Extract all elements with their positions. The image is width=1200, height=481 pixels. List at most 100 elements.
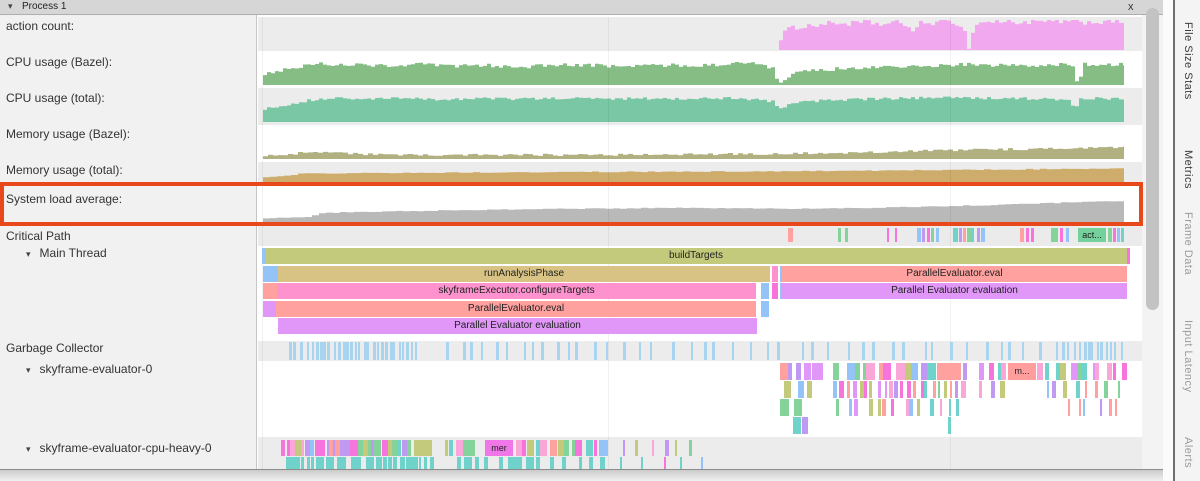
skyframe-evaluator-0-slice[interactable] [847, 363, 857, 380]
skyframe-evaluator-0-slice[interactable] [894, 381, 899, 398]
timeline-canvas[interactable]: act... buildTargets runAnalysisPhase Parall… [258, 15, 1142, 469]
gc-tick[interactable] [402, 342, 405, 360]
critical-path-tick[interactable] [953, 228, 958, 242]
skyframe-evaluator-0-slice[interactable] [1112, 363, 1116, 380]
skyframe-evaluator-0-slice[interactable] [863, 381, 867, 398]
skyframe-cpu-heavy-badge[interactable]: mer [485, 440, 513, 456]
skyframe-cpu-heavy-slice[interactable] [464, 457, 472, 469]
skyframe-cpu-heavy-slice[interactable] [634, 440, 639, 456]
gc-tick[interactable] [861, 342, 865, 360]
flame-slice[interactable] [1127, 248, 1130, 264]
skyframe-evaluator-0-slice[interactable] [954, 381, 958, 398]
skyframe-cpu-heavy-slice[interactable] [514, 457, 522, 469]
flame-bar-parallelevaluator-eval[interactable]: ParallelEvaluator.eval [276, 301, 756, 317]
vertical-scrollbar-thumb[interactable] [1146, 8, 1159, 310]
skyframe-cpu-heavy-slice[interactable] [600, 457, 605, 469]
gc-tick[interactable] [1087, 342, 1091, 360]
gc-tick[interactable] [924, 342, 927, 360]
gc-tick[interactable] [398, 342, 401, 360]
gc-tick[interactable] [623, 342, 627, 360]
gc-tick[interactable] [357, 342, 360, 360]
gc-tick[interactable] [892, 342, 896, 360]
gc-tick[interactable] [1000, 342, 1003, 360]
flame-slice[interactable] [772, 283, 778, 299]
skyframe-cpu-heavy-slice[interactable] [310, 457, 315, 469]
skyframe-evaluator-0-slice[interactable] [1070, 363, 1079, 380]
gc-tick[interactable] [333, 342, 336, 360]
critical-path-tick[interactable] [936, 228, 939, 242]
gc-tick[interactable] [288, 342, 292, 360]
skyframe-evaluator-0-slice[interactable] [878, 399, 881, 416]
skyframe-cpu-heavy-slice[interactable] [378, 457, 383, 469]
skyframe-cpu-heavy-slice[interactable] [498, 457, 503, 469]
gc-tick[interactable] [557, 342, 561, 360]
collapse-arrow-icon[interactable]: ▾ [26, 249, 31, 259]
skyframe-evaluator-0-slice[interactable] [846, 381, 851, 398]
skyframe-evaluator-0-slice[interactable] [937, 363, 943, 380]
skyframe-evaluator-0-slice[interactable] [917, 399, 921, 416]
skyframe-evaluator-0-slice[interactable] [942, 363, 952, 380]
gc-tick[interactable] [732, 342, 735, 360]
skyframe-cpu-heavy-slice[interactable] [387, 440, 396, 456]
gc-tick[interactable] [1067, 342, 1070, 360]
skyframe-cpu-heavy-slice[interactable] [335, 440, 343, 456]
skyframe-evaluator-0-slice[interactable] [920, 363, 929, 380]
gc-tick[interactable] [411, 342, 414, 360]
gc-tick[interactable] [593, 342, 597, 360]
skyframe-evaluator-0-slice[interactable] [878, 363, 885, 380]
collapse-arrow-icon[interactable]: ▾ [26, 444, 31, 454]
gc-tick[interactable] [380, 342, 384, 360]
gc-tick[interactable] [639, 342, 642, 360]
gc-tick[interactable] [930, 342, 933, 360]
gc-tick[interactable] [902, 342, 906, 360]
gc-tick[interactable] [672, 342, 676, 360]
gc-tick[interactable] [1021, 342, 1024, 360]
gc-tick[interactable] [301, 342, 304, 360]
skyframe-cpu-heavy-slice[interactable] [593, 440, 598, 456]
skyframe-cpu-heavy-slice[interactable] [674, 440, 678, 456]
gc-tick[interactable] [463, 342, 467, 360]
skyframe-cpu-heavy-slice[interactable] [400, 457, 405, 469]
skyframe-cpu-heavy-slice[interactable] [456, 457, 461, 469]
gc-tick[interactable] [605, 342, 608, 360]
skyframe-cpu-heavy-slice[interactable] [651, 440, 655, 456]
gc-tick[interactable] [704, 342, 708, 360]
tab-input-latency[interactable]: Input Latency [1182, 320, 1194, 393]
skyframe-evaluator-0-slice[interactable] [1076, 381, 1081, 398]
skyframe-cpu-heavy-slice[interactable] [381, 440, 389, 456]
critical-path-tick[interactable] [1108, 228, 1112, 242]
skyframe-cpu-heavy-slice[interactable] [358, 457, 361, 469]
skyframe-cpu-heavy-slice[interactable] [350, 457, 354, 469]
skyframe-cpu-heavy-slice[interactable] [563, 440, 570, 456]
gc-tick[interactable] [355, 342, 358, 360]
skyframe-evaluator-0-slice[interactable] [904, 363, 914, 380]
skyframe-evaluator-0-slice[interactable] [988, 363, 995, 380]
skyframe-cpu-heavy-slice[interactable] [294, 440, 302, 456]
skyframe-cpu-heavy-slice[interactable] [414, 440, 432, 456]
skyframe-cpu-heavy-slice[interactable] [689, 440, 693, 456]
track-label-skyframe-evaluator-cpu-heavy-0[interactable]: ▾ skyframe-evaluator-cpu-heavy-0 [26, 441, 212, 455]
skyframe-evaluator-0-slice[interactable] [939, 399, 942, 416]
skyframe-cpu-heavy-slice[interactable] [305, 440, 315, 456]
skyframe-cpu-heavy-slice[interactable] [430, 457, 434, 469]
skyframe-evaluator-0-slice[interactable] [793, 399, 803, 416]
skyframe-evaluator-0-slice[interactable] [910, 363, 919, 380]
skyframe-evaluator-0-slice[interactable] [854, 399, 859, 416]
skyframe-evaluator-0-slice[interactable] [950, 381, 953, 398]
gc-tick[interactable] [446, 342, 450, 360]
skyframe-evaluator-0-slice[interactable] [888, 381, 894, 398]
gc-tick[interactable] [372, 342, 376, 360]
skyframe-cpu-heavy-slice[interactable] [407, 440, 412, 456]
skyframe-evaluator-0-slice[interactable] [1082, 363, 1087, 380]
skyframe-evaluator-0-slice[interactable] [990, 381, 995, 398]
skyframe-cpu-heavy-slice[interactable] [549, 440, 557, 456]
skyframe-cpu-heavy-slice[interactable] [280, 440, 286, 456]
skyframe-evaluator-0-slice[interactable] [979, 363, 984, 380]
skyframe-evaluator-0-slice[interactable] [927, 363, 936, 380]
tab-alerts[interactable]: Alerts [1182, 437, 1194, 469]
skyframe-evaluator-0-slice[interactable] [1051, 381, 1056, 398]
critical-path-tick[interactable] [1051, 228, 1058, 242]
skyframe-evaluator-0-slice[interactable] [930, 399, 934, 416]
skyframe-evaluator-0-slice[interactable] [950, 363, 961, 380]
gc-tick[interactable] [1096, 342, 1099, 360]
